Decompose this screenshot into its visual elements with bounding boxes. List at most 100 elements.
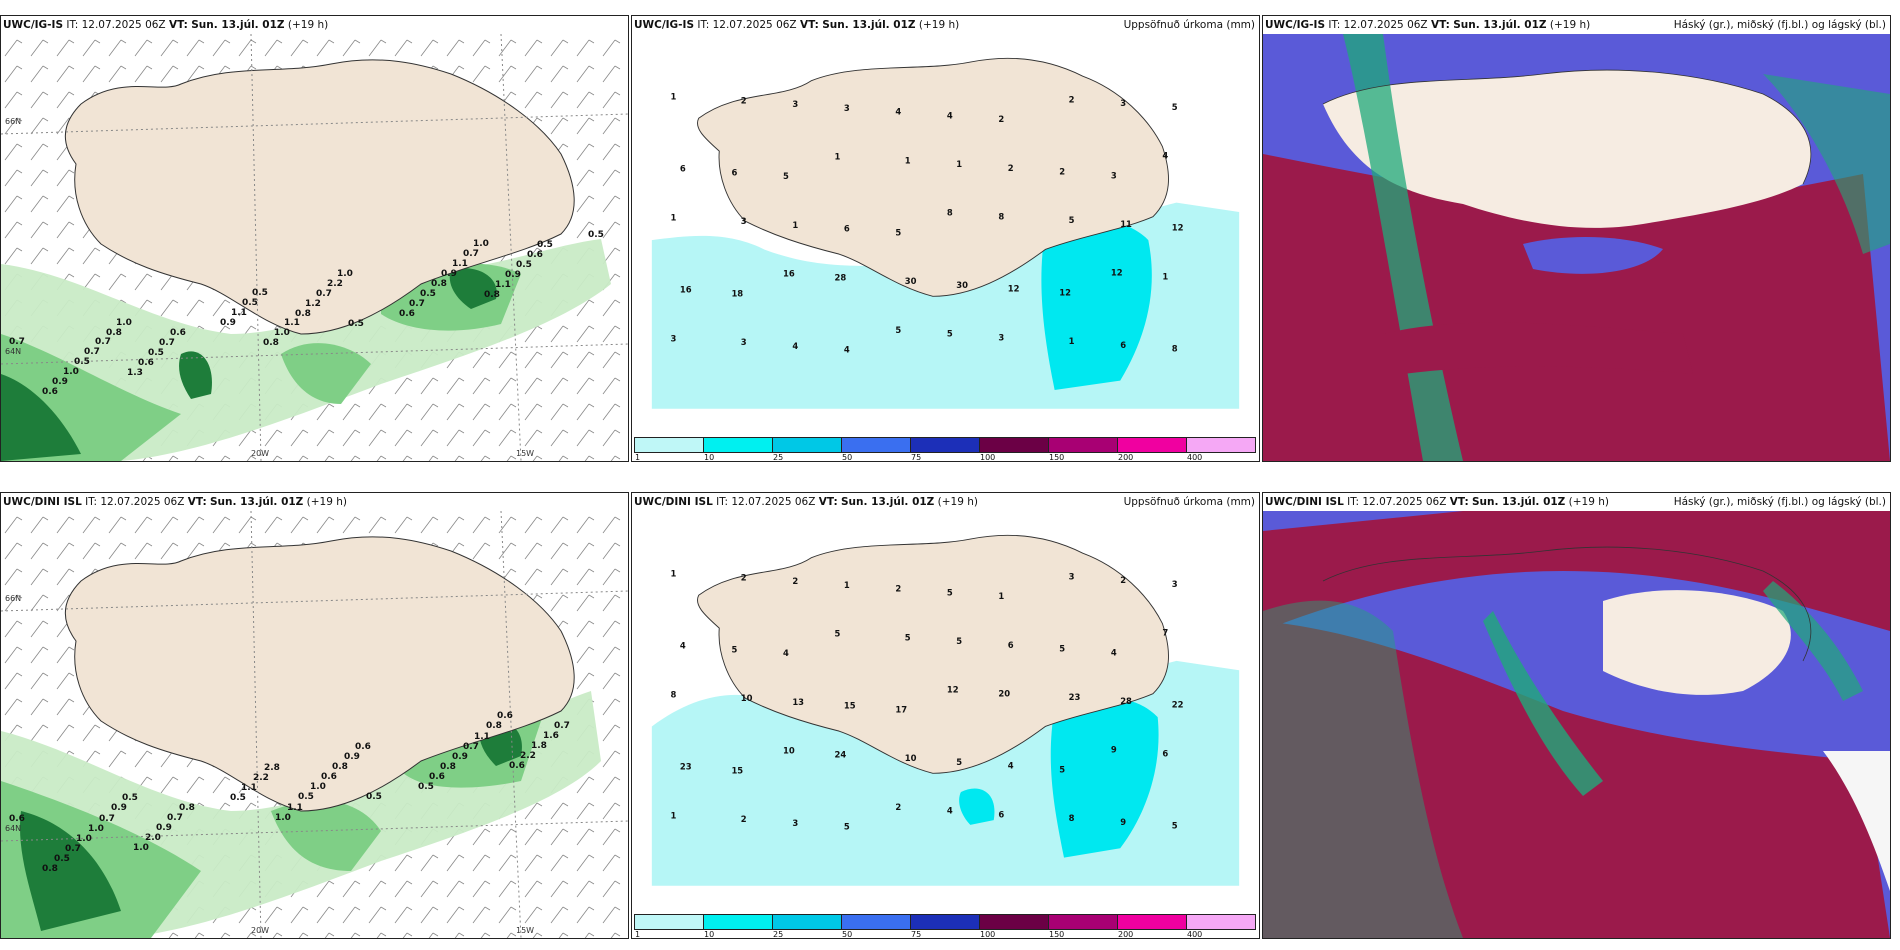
wind-value-label: 1.0 bbox=[88, 824, 104, 834]
precip-value-label: 15 bbox=[731, 765, 743, 775]
precip-value-label: 1 bbox=[792, 220, 798, 230]
precip-value-label: 17 bbox=[895, 704, 907, 714]
precip-value-label: 7 bbox=[1162, 628, 1168, 638]
precip-value-label: 2 bbox=[1059, 167, 1065, 177]
wind-value-label: 0.6 bbox=[497, 711, 513, 721]
wind-value-label: 1.1 bbox=[474, 732, 490, 742]
wind-value-label: 1.3 bbox=[127, 368, 143, 378]
precip-value-label: 3 bbox=[844, 103, 850, 113]
lon-15-label: 15W bbox=[516, 449, 534, 458]
cloud-panel-row1: UWC/IG-IS IT: 12.07.2025 06Z VT: Sun. 13… bbox=[1262, 15, 1891, 462]
wind-value-label: 1.0 bbox=[76, 834, 92, 844]
precip-value-label: 2 bbox=[741, 95, 747, 105]
precip-value-label: 2 bbox=[998, 114, 1004, 124]
precip-value-label: 30 bbox=[956, 280, 968, 290]
precip-value-label: 5 bbox=[1059, 764, 1065, 774]
legend-swatch bbox=[979, 437, 1049, 453]
precip-value-label: 5 bbox=[947, 587, 953, 597]
legend-swatch bbox=[910, 914, 980, 930]
wind-value-label: 0.5 bbox=[418, 782, 434, 792]
wind-value-label: 0.9 bbox=[441, 269, 457, 279]
precip-value-label: 4 bbox=[844, 345, 850, 355]
precip-value-label: 6 bbox=[1162, 748, 1168, 758]
lat-64-label: 64N bbox=[5, 824, 21, 833]
wind-value-label: 0.7 bbox=[159, 338, 175, 348]
wind-value-label: 0.7 bbox=[84, 347, 100, 357]
precip-value-label: 9 bbox=[1111, 745, 1117, 755]
wind-value-label: 0.7 bbox=[99, 814, 115, 824]
wind-value-label: 1.6 bbox=[543, 731, 559, 741]
wind-value-label: 0.5 bbox=[122, 793, 138, 803]
wind-value-label: 0.8 bbox=[484, 290, 500, 300]
precip-title: Uppsöfnuð úrkoma (mm) bbox=[1123, 19, 1255, 31]
precip-value-label: 5 bbox=[731, 644, 737, 654]
wind-value-label: 0.5 bbox=[420, 289, 436, 299]
legend-tick-label: 10 bbox=[704, 453, 715, 462]
precip-legend: 1 10 25 50 75 100 150 200 400 bbox=[634, 914, 1256, 938]
precip-value-label: 4 bbox=[783, 648, 789, 658]
wind-value-label: 0.5 bbox=[242, 298, 258, 308]
precip-value-label: 2 bbox=[1069, 94, 1075, 104]
wind-value-label: 1.1 bbox=[284, 318, 300, 328]
cloud-title: Háský (gr.), miðský (fj.bl.) og lágský (… bbox=[1673, 496, 1886, 508]
wind-value-label: 1.0 bbox=[275, 813, 291, 823]
wind-value-label: 0.7 bbox=[463, 249, 479, 259]
precip-value-label: 6 bbox=[998, 809, 1004, 819]
precip-value-label: 12 bbox=[1172, 223, 1184, 233]
wind-value-label: 1.1 bbox=[231, 308, 247, 318]
legend-tick-label: 150 bbox=[1049, 453, 1065, 462]
legend-swatch bbox=[910, 437, 980, 453]
precip-value-label: 3 bbox=[671, 333, 677, 343]
precip-value-label: 1 bbox=[998, 591, 1004, 601]
precip-value-label: 22 bbox=[1172, 700, 1184, 710]
precip-value-label: 1 bbox=[671, 810, 677, 820]
wind-value-label: 0.6 bbox=[170, 328, 186, 338]
precip-value-label: 5 bbox=[947, 329, 953, 339]
wind-value-label: 1.1 bbox=[287, 803, 303, 813]
precip-value-label: 5 bbox=[1172, 102, 1178, 112]
wind-value-label: 0.6 bbox=[138, 358, 154, 368]
wind-value-label: 0.8 bbox=[295, 309, 311, 319]
wind-value-label: 2.2 bbox=[253, 773, 269, 783]
precip-value-label: 24 bbox=[834, 749, 846, 759]
wind-value-label: 0.9 bbox=[156, 823, 172, 833]
precip-value-label: 4 bbox=[1008, 761, 1014, 771]
precip-value-label: 1 bbox=[671, 92, 677, 102]
wind-value-label: 0.6 bbox=[399, 309, 415, 319]
precip-value-label: 3 bbox=[792, 99, 798, 109]
wind-value-label: 0.5 bbox=[148, 348, 164, 358]
precip-legend: 1 10 25 50 75 100 150 200 400 bbox=[634, 437, 1256, 462]
precip-value-label: 5 bbox=[1172, 821, 1178, 831]
wind-value-label: 0.5 bbox=[588, 230, 604, 240]
legend-tick-label: 1 bbox=[635, 453, 641, 462]
cloud-panel-row2: UWC/DINI ISL IT: 12.07.2025 06Z VT: Sun.… bbox=[1262, 492, 1891, 939]
panel-header: UWC/DINI ISL IT: 12.07.2025 06Z VT: Sun.… bbox=[634, 496, 979, 508]
legend-swatch bbox=[634, 914, 704, 930]
precip-value-label: 10 bbox=[741, 693, 753, 703]
precip-value-label: 1 bbox=[956, 159, 962, 169]
lon-15-label: 15W bbox=[516, 926, 534, 935]
wind-value-label: 0.5 bbox=[74, 357, 90, 367]
panel-header: UWC/DINI ISL IT: 12.07.2025 06Z VT: Sun.… bbox=[3, 496, 348, 508]
lat-64-label: 64N bbox=[5, 347, 21, 356]
precip-value-label: 1 bbox=[671, 569, 677, 579]
precip-value-label: 10 bbox=[783, 746, 795, 756]
precip-value-label: 8 bbox=[671, 689, 677, 699]
wind-value-label: 0.9 bbox=[111, 803, 127, 813]
wind-panel-row1: UWC/IG-IS IT: 12.07.2025 06Z VT: Sun. 13… bbox=[0, 15, 629, 462]
precip-panel-row1: UWC/IG-IS IT: 12.07.2025 06Z VT: Sun. 13… bbox=[631, 15, 1260, 462]
wind-value-label: 0.9 bbox=[505, 270, 521, 280]
precip-value-label: 1 bbox=[905, 155, 911, 165]
wind-value-label: 0.6 bbox=[9, 814, 25, 824]
wind-value-label: 0.6 bbox=[42, 387, 58, 397]
legend-swatch bbox=[1186, 437, 1256, 453]
precip-value-label: 5 bbox=[834, 629, 840, 639]
legend-swatch bbox=[841, 437, 911, 453]
legend-swatch bbox=[1117, 437, 1187, 453]
wind-value-label: 0.6 bbox=[321, 772, 337, 782]
wind-value-label: 0.7 bbox=[316, 289, 332, 299]
precip-value-label: 1 bbox=[671, 212, 677, 222]
lon-20-label: 20W bbox=[251, 926, 269, 935]
precip-value-label: 3 bbox=[1120, 98, 1126, 108]
precip-value-label: 4 bbox=[947, 806, 953, 816]
